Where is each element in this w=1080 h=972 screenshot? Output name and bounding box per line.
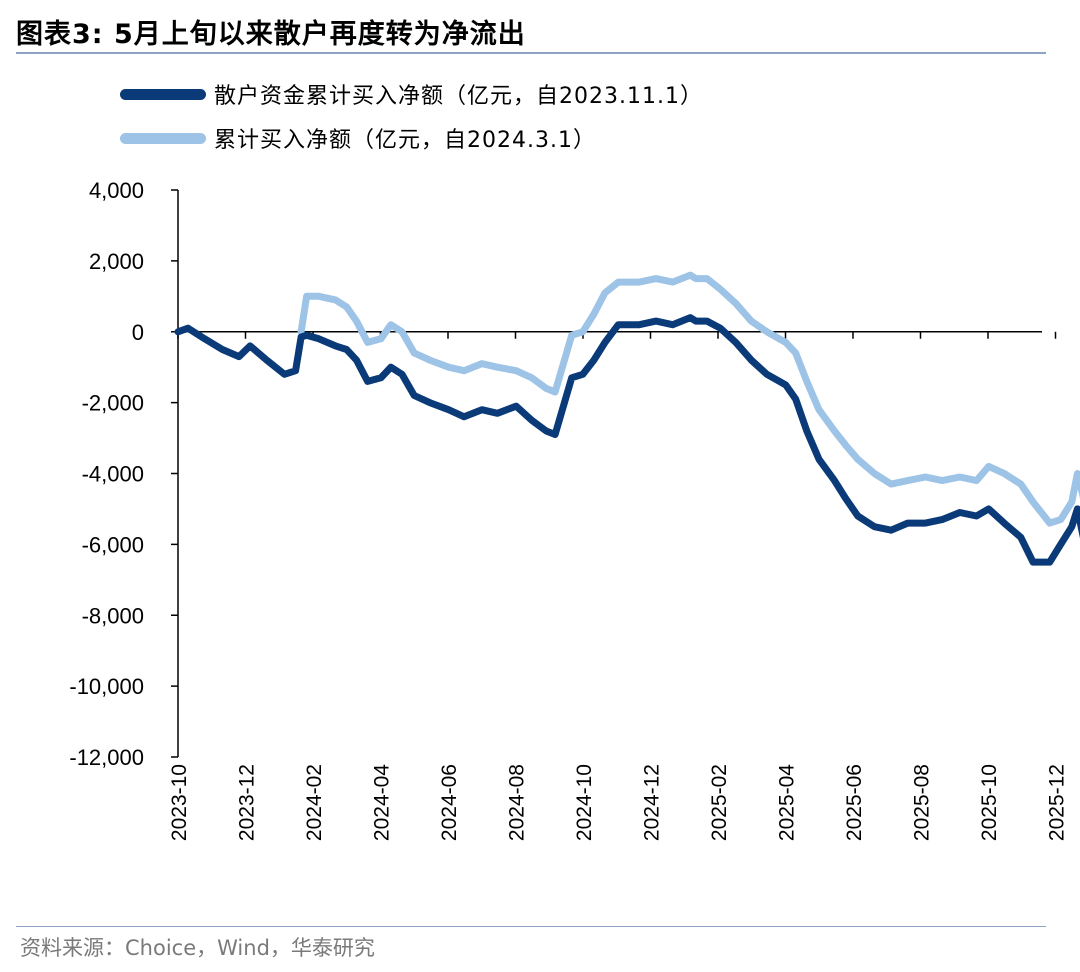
x-tick-label: 2024-04	[371, 764, 394, 841]
x-tick-label: 2024-12	[641, 764, 664, 841]
source-note: 资料来源：Choice，Wind，华泰研究	[20, 936, 375, 960]
legend-item-retail: 散户资金累计买入净额（亿元，自2023.11.1）	[120, 72, 703, 116]
x-tick-label: 2024-08	[506, 764, 529, 841]
x-tick-label: 2024-06	[438, 764, 461, 841]
y-tick-label: 2,000	[89, 249, 144, 274]
x-tick-label: 2025-02	[708, 764, 731, 841]
y-tick-label: 4,000	[89, 178, 144, 203]
y-tick-label: -10,000	[69, 674, 144, 699]
title-divider	[16, 52, 1046, 54]
series-line-cumulative	[297, 271, 1080, 527]
y-tick-label: -6,000	[82, 532, 144, 557]
x-tick-label: 2024-02	[303, 764, 326, 841]
legend-swatch-retail	[120, 88, 206, 100]
x-tick-label: 2024-10	[573, 764, 596, 841]
x-tick-label: 2025-08	[911, 764, 934, 841]
source-divider	[16, 926, 1046, 927]
x-tick-label: 2023-10	[168, 764, 191, 841]
legend: 散户资金累计买入净额（亿元，自2023.11.1） 累计买入净额（亿元，自202…	[120, 72, 703, 160]
x-tick-label: 2025-10	[978, 764, 1001, 841]
legend-label-cumulative: 累计买入净额（亿元，自2024.3.1）	[214, 128, 596, 153]
legend-swatch-cumulative	[120, 132, 206, 144]
x-tick-label: 2025-12	[1046, 764, 1069, 841]
series-line-retail	[174, 314, 1080, 566]
x-tick-label: 2023-12	[236, 764, 259, 841]
legend-label-retail: 散户资金累计买入净额（亿元，自2023.11.1）	[214, 84, 703, 109]
y-tick-label: -2,000	[82, 391, 144, 416]
y-tick-label: -4,000	[82, 462, 144, 487]
chart-title: 图表3: 5月上旬以来散户再度转为净流出	[16, 19, 526, 50]
x-tick-label: 2025-06	[843, 764, 866, 841]
y-tick-label: -8,000	[82, 603, 144, 628]
legend-item-cumulative: 累计买入净额（亿元，自2024.3.1）	[120, 116, 703, 160]
y-tick-label: -12,000	[69, 745, 144, 770]
y-tick-label: 0	[132, 320, 144, 345]
x-tick-label: 2025-04	[776, 764, 799, 841]
